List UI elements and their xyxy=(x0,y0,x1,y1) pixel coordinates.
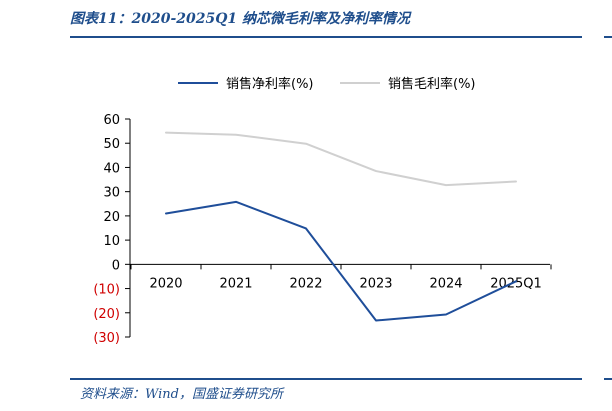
y-tick-label: (20) xyxy=(93,307,120,322)
legend-label: 销售净利率(%) xyxy=(226,76,314,92)
x-tick-label: 2023 xyxy=(359,276,392,291)
y-tick-label: 40 xyxy=(103,161,120,176)
x-tick-label: 2022 xyxy=(289,276,322,291)
y-tick-label: 10 xyxy=(103,234,120,249)
top-rule-tick xyxy=(604,36,612,38)
series-gross-margin-line xyxy=(165,131,517,187)
y-tick-label: 20 xyxy=(103,210,120,225)
series-net-margin-line xyxy=(165,200,517,322)
legend-label: 销售毛利率(%) xyxy=(388,76,476,92)
x-tick-label: 2021 xyxy=(219,276,252,291)
top-rule xyxy=(70,36,582,38)
x-tick-label: 2024 xyxy=(429,276,462,291)
y-tick-label: (10) xyxy=(93,283,120,298)
y-tick-label: 50 xyxy=(103,137,120,152)
bottom-rule-tick xyxy=(604,378,612,380)
y-tick-label: 60 xyxy=(103,113,120,128)
source-note: 资料来源：Wind，国盛证券研究所 xyxy=(80,387,283,402)
y-tick-label: 30 xyxy=(103,186,120,201)
y-tick-label: 0 xyxy=(112,258,120,273)
bottom-rule xyxy=(70,378,582,380)
x-tick-label: 2020 xyxy=(149,276,182,291)
y-tick-label: (30) xyxy=(93,331,120,346)
chart-title: 图表11：2020-2025Q1 纳芯微毛利率及净利率情况 xyxy=(70,11,411,27)
